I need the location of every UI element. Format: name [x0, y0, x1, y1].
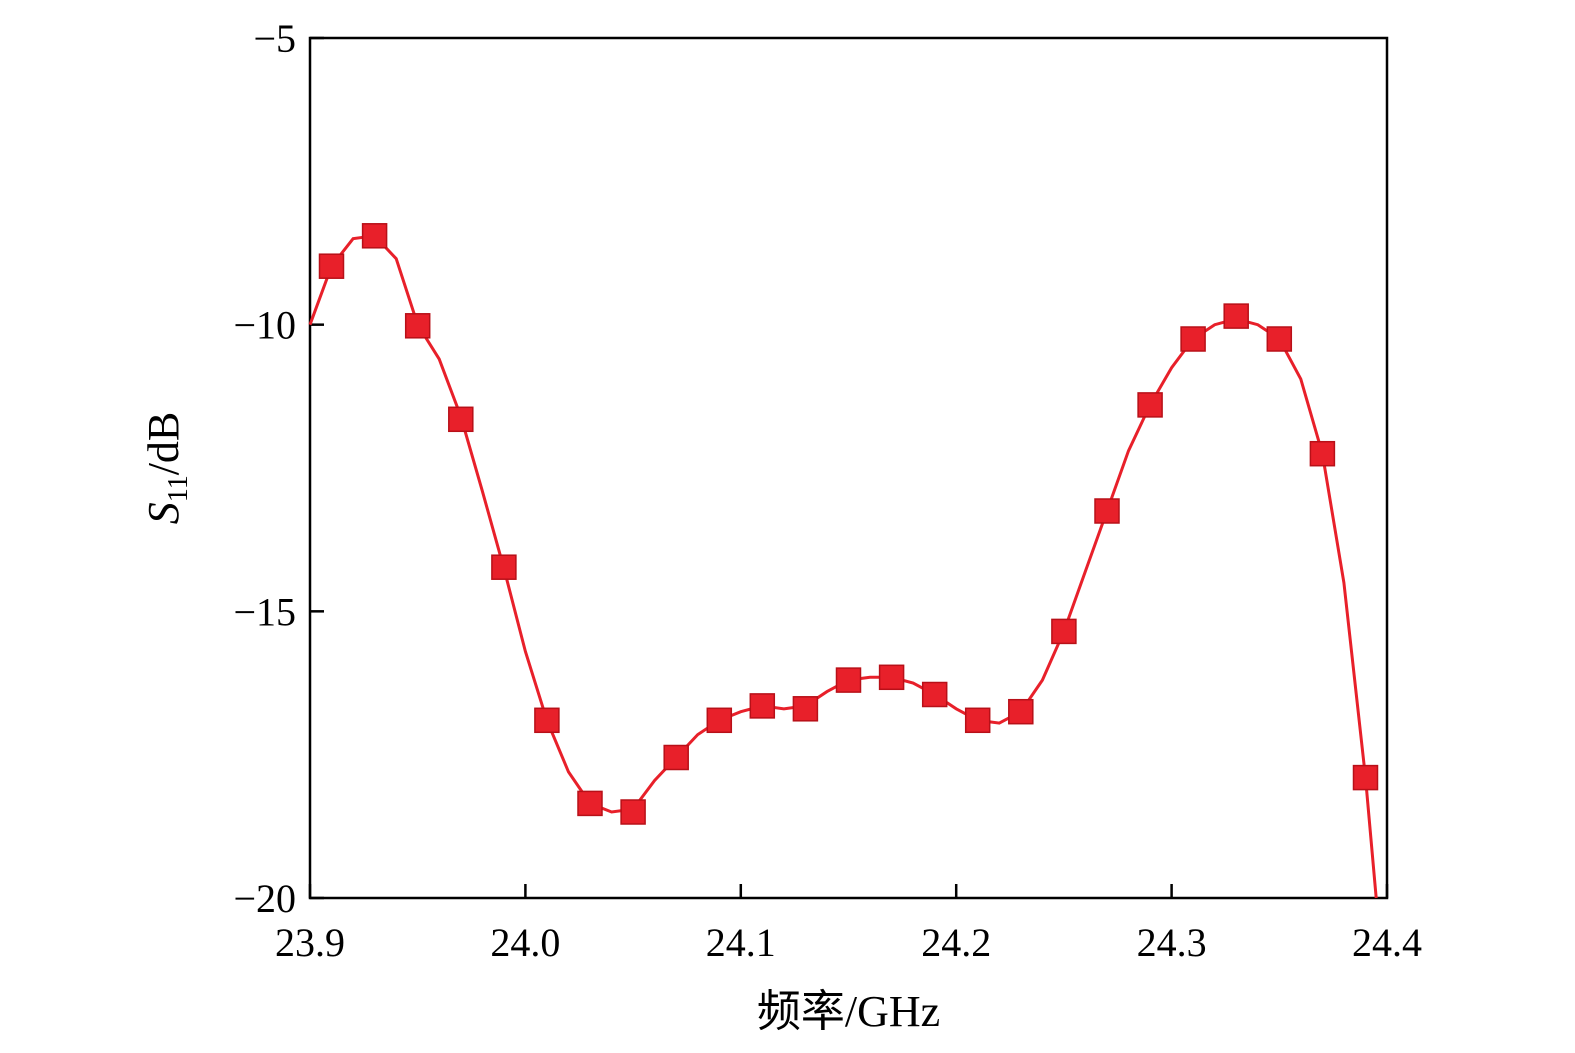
data-point-marker [1137, 392, 1163, 418]
data-point-marker [663, 744, 689, 771]
data-point-marker [792, 696, 819, 722]
data-point-marker [1223, 303, 1249, 329]
y-axis-title-unit: /dB [139, 412, 188, 476]
plot-frame [308, 36, 1389, 900]
data-point-marker [921, 681, 948, 708]
data-point-marker [318, 253, 345, 279]
y-tick-label: −20 [233, 876, 296, 921]
x-tick-label: 24.0 [490, 920, 560, 965]
y-tick-label: −10 [233, 303, 296, 348]
x-tick-label: 24.2 [921, 920, 991, 965]
y-tick-label: −5 [253, 16, 296, 61]
data-point-marker [577, 790, 603, 817]
x-tick-labels: 23.9 24.0 24.1 24.2 24.3 24.4 [275, 920, 1422, 965]
data-point-marker [749, 693, 776, 719]
data-point-marker [878, 664, 905, 691]
y-axis-title-symbol: S [139, 502, 188, 524]
x-tick-label: 24.3 [1137, 920, 1207, 965]
data-point-marker [1266, 326, 1293, 352]
data-point-marker [1008, 698, 1034, 725]
data-point-marker [620, 799, 646, 825]
plot-area [308, 223, 1379, 899]
data-point-marker [835, 667, 862, 693]
y-axis-title: S11/dB [139, 412, 194, 525]
y-axis-title-subscript: 11 [163, 475, 194, 502]
x-tick-label: 23.9 [275, 920, 345, 965]
data-point-marker [1051, 618, 1077, 645]
series-line [308, 234, 1378, 899]
data-point-marker [404, 313, 431, 339]
data-point-marker [706, 707, 733, 734]
y-tick-label: −15 [233, 589, 296, 634]
data-point-marker [1352, 764, 1379, 791]
axis-ticks [308, 36, 1389, 900]
x-tick-label: 24.4 [1352, 920, 1422, 965]
x-axis-title: 频率/GHz [757, 987, 940, 1036]
data-point-marker [964, 707, 991, 734]
y-tick-labels: −5 −10 −15 −20 [233, 16, 296, 921]
data-point-marker [1180, 326, 1206, 352]
series-markers [318, 223, 1379, 825]
data-point-marker [448, 406, 474, 433]
data-point-marker [491, 554, 517, 580]
x-tick-label: 24.1 [706, 920, 776, 965]
data-point-marker [361, 223, 388, 249]
data-point-marker [534, 707, 560, 734]
data-point-marker [1094, 498, 1120, 524]
data-point-marker [1309, 440, 1336, 467]
